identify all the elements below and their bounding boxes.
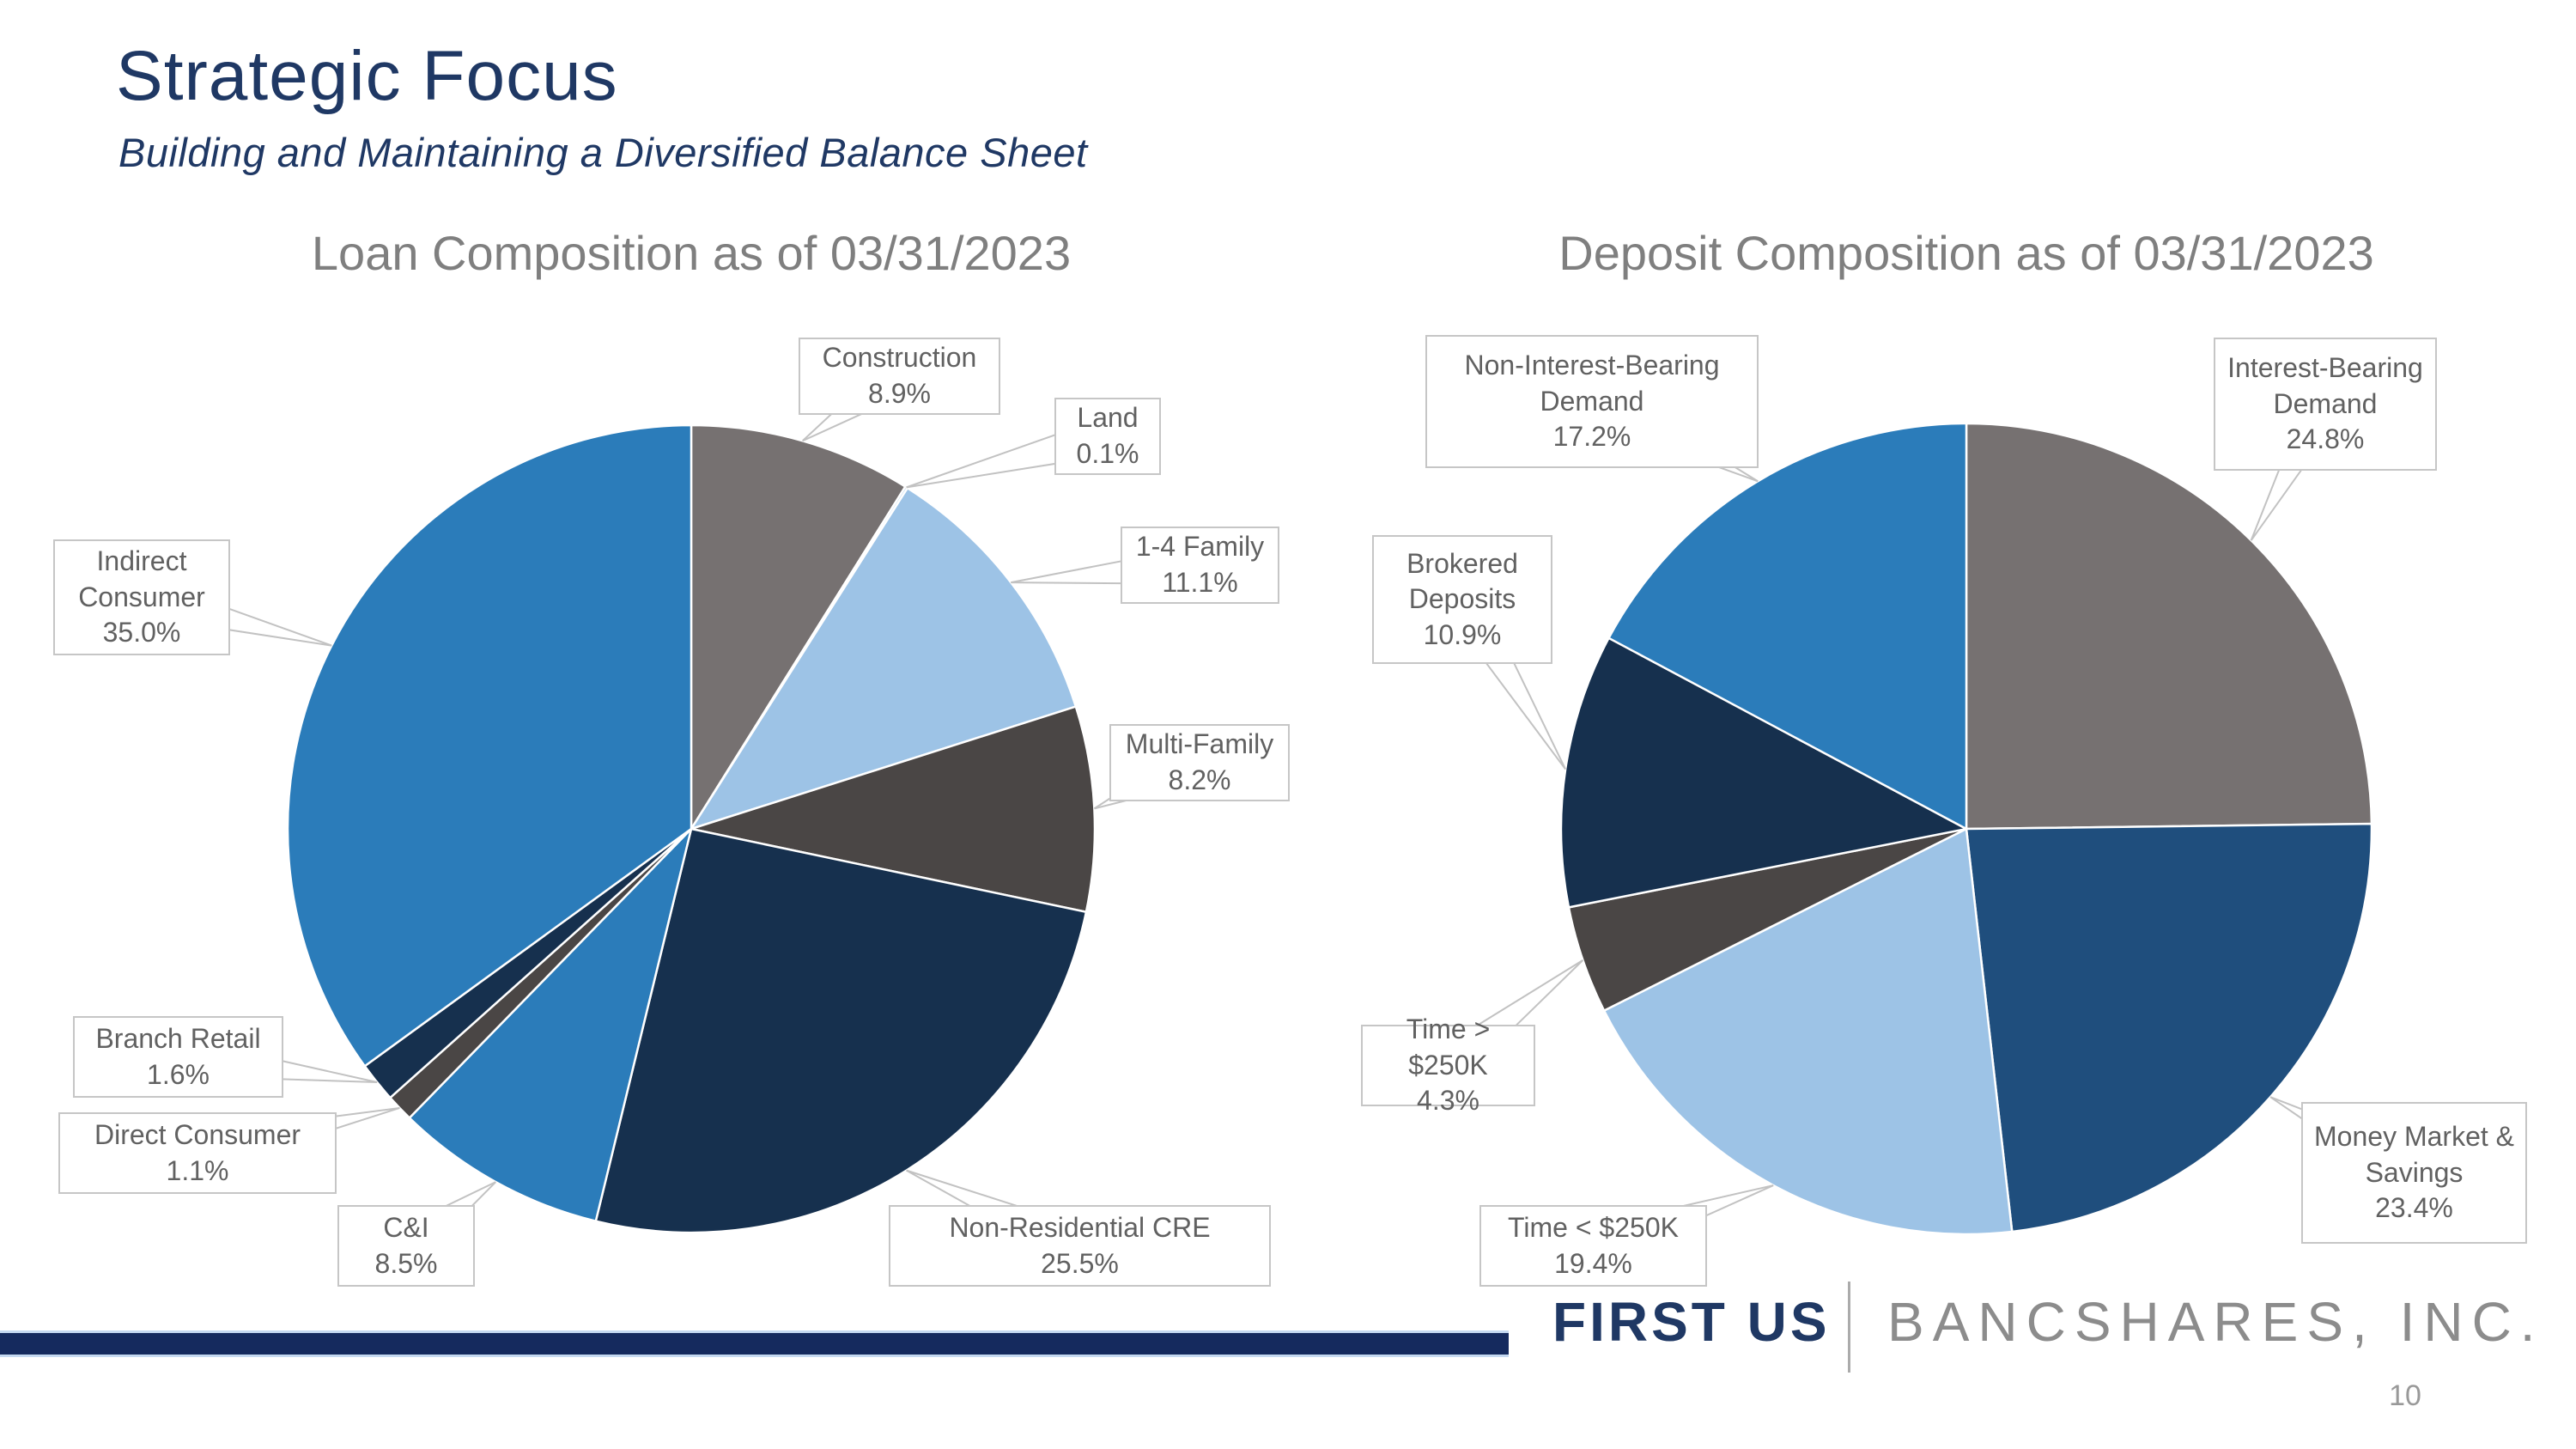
callout-label: Time < $250K (1508, 1211, 1679, 1243)
callout-label: Money Market & Savings (2314, 1121, 2514, 1188)
pie-slice-non-interest-bearing-demand (1607, 422, 1968, 831)
callout-non-residential-cre: Non-Residential CRE 25.5% (889, 1205, 1271, 1287)
page-subtitle: Building and Maintaining a Diversified B… (118, 130, 1088, 175)
callout-value: 25.5% (1041, 1247, 1119, 1279)
callout-label: Multi-Family (1125, 728, 1274, 760)
callout-label: C&I (383, 1211, 429, 1243)
loan-chart-title: Loan Composition as of 03/31/2023 (311, 226, 1072, 280)
callout-multi-family: Multi-Family 8.2% (1109, 724, 1290, 801)
callout-money-market-savings: Money Market & Savings 23.4% (2301, 1102, 2527, 1244)
callout-value: 17.2% (1552, 421, 1631, 453)
page-number: 10 (2389, 1379, 2421, 1412)
callout-value: 35.0% (102, 617, 181, 648)
callout-c-i: C&I 8.5% (337, 1205, 475, 1287)
callout-value: 10.9% (1423, 618, 1502, 650)
callout-label: Construction (822, 342, 977, 374)
callout-value: 23.4% (2375, 1192, 2453, 1224)
callout-label: Branch Retail (95, 1022, 261, 1054)
callout-label: Indirect Consumer (78, 545, 205, 612)
callout-value: 4.3% (1417, 1085, 1479, 1117)
pie-slice-1-4-family (689, 486, 1078, 831)
callout-value: 8.2% (1168, 764, 1231, 795)
pie-slice-non-residential-cre (594, 827, 1088, 1234)
callout-value: 24.8% (2286, 423, 2365, 455)
callout-1-4-family: 1-4 Family 11.1% (1121, 527, 1279, 604)
callout-interest-bearing-demand: Interest-Bearing Demand 24.8% (2214, 338, 2437, 471)
brand-logo-primary: FIRST US (1552, 1291, 1831, 1353)
pie-slice-time-250k (1602, 827, 2014, 1236)
callout-label: Land (1077, 402, 1139, 434)
callout-direct-consumer: Direct Consumer 1.1% (58, 1112, 337, 1194)
callout-value: 8.5% (374, 1247, 438, 1279)
callout-label: 1-4 Family (1135, 531, 1265, 563)
brand-logo-divider (1848, 1282, 1850, 1373)
callout-value: 8.9% (868, 378, 931, 409)
callout-value: 0.1% (1076, 438, 1139, 469)
callout-indirect-consumer: Indirect Consumer 35.0% (53, 539, 230, 655)
callout-label: Time > $250K (1406, 1014, 1491, 1081)
pie-slice-multi-family (687, 705, 1097, 914)
callout-label: Brokered Deposits (1406, 547, 1518, 615)
deposit-chart-title: Deposit Composition as of 03/31/2023 (1558, 226, 2374, 280)
callout-land: Land 0.1% (1054, 398, 1161, 475)
callout-time-250k: Time < $250K 19.4% (1479, 1205, 1707, 1287)
callout-value: 19.4% (1554, 1247, 1632, 1279)
callout-construction: Construction 8.9% (799, 338, 1000, 415)
callout-value: 1.1% (166, 1154, 229, 1186)
pie-slice-construction (690, 423, 908, 833)
callout-branch-retail: Branch Retail 1.6% (73, 1016, 283, 1098)
pie-slice-money-market-savings (1965, 822, 2373, 1233)
callout-label: Non-Residential CRE (949, 1211, 1211, 1243)
callout-value: 1.6% (147, 1058, 210, 1090)
callout-label: Direct Consumer (94, 1118, 301, 1150)
callout-time-250k: Time > $250K 4.3% (1361, 1014, 1535, 1116)
callout-brokered-deposits: Brokered Deposits 10.9% (1372, 535, 1552, 664)
pie-slice-interest-bearing-demand (1965, 422, 2373, 831)
page-title: Strategic Focus (116, 37, 618, 115)
pie-slice-brokered-deposits (1559, 636, 1970, 909)
callout-value: 11.1% (1162, 567, 1238, 598)
footer-accent-bar (0, 1330, 1509, 1357)
brand-logo-secondary: BANCSHARES, INC. (1887, 1291, 2544, 1353)
callout-label: Interest-Bearing Demand (2227, 352, 2423, 419)
callout-label: Non-Interest-Bearing Demand (1464, 350, 1720, 417)
callout-non-interest-bearing-demand: Non-Interest-Bearing Demand 17.2% (1425, 335, 1759, 468)
